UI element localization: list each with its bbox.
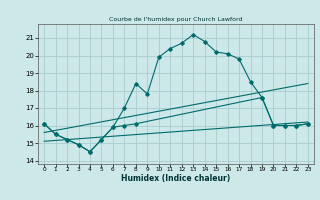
Title: Courbe de l'humidex pour Church Lawford: Courbe de l'humidex pour Church Lawford (109, 17, 243, 22)
X-axis label: Humidex (Indice chaleur): Humidex (Indice chaleur) (121, 174, 231, 183)
